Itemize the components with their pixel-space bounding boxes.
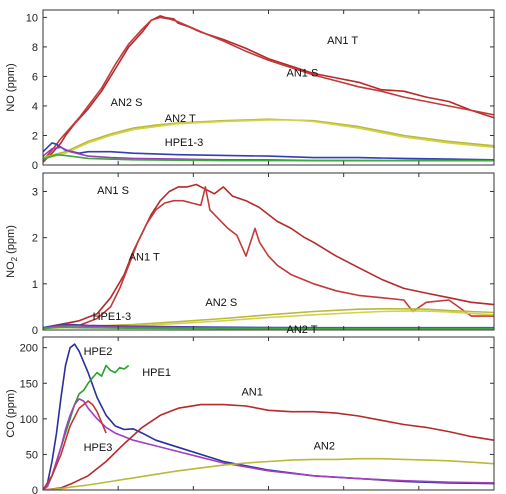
co-panel: 0 50 100 150 200 CO (ppm) HPE2 HPE1 AN1 HPE3 AN2 xyxy=(5,336,495,494)
no-annotation-an2-s: AN2 S xyxy=(111,97,143,109)
no2-annotation-an2-s: AN2 S xyxy=(205,297,237,309)
no-series-an1-s-line xyxy=(43,16,494,162)
co-series-unlabeled-3-line xyxy=(43,400,107,490)
no2-y-tick-label-3: 3 xyxy=(32,186,38,198)
no2-y-tick-label-1: 1 xyxy=(32,279,38,291)
no-y-tick-label-4: 8 xyxy=(32,42,38,54)
no2-y-tick-label-2: 2 xyxy=(32,233,38,245)
co-series-hpe1-line xyxy=(43,364,130,490)
no-y-axis-label: NO (ppm) xyxy=(5,63,17,111)
no-y-tick-label-2: 4 xyxy=(32,101,38,113)
co-series-hpe3-line xyxy=(43,398,494,490)
no2-y-axis-label: NO2 (ppm) xyxy=(5,225,19,278)
no2-series-an2-t-line xyxy=(43,310,494,329)
no-panel: 0 2 4 6 8 10 NO (ppm) AN1 T AN1 S AN2 S AN2 T HPE1-… xyxy=(5,9,495,172)
no-y-tick-label-5: 10 xyxy=(26,12,38,24)
co-series-group xyxy=(43,343,494,490)
no2-series-group xyxy=(43,183,494,330)
no2-annotation-hpe1-3: HPE1-3 xyxy=(93,311,132,323)
co-series-an2-line xyxy=(43,457,494,490)
co-plot-frame xyxy=(42,336,495,491)
no2-series-an2-s-line xyxy=(43,307,494,329)
no2-series-unlabeled-6-line xyxy=(43,326,494,330)
co-series-an1-line xyxy=(43,403,494,490)
no-series-an1-t-line xyxy=(43,15,494,163)
co-annotation-an1: AN1 xyxy=(241,386,262,398)
no-series-group xyxy=(43,15,494,163)
no2-annotation-an2-t: AN2 T xyxy=(287,324,318,336)
co-y-tick-label-3: 150 xyxy=(20,378,38,390)
co-annotation-hpe3: HPE3 xyxy=(84,442,113,454)
no-series-an2-t-line xyxy=(43,119,494,160)
no-series-unlabeled-6-line xyxy=(43,153,494,162)
co-y-tick-label-1: 50 xyxy=(26,449,38,461)
no2-series-an1-t-line xyxy=(43,186,494,329)
no-plot-frame xyxy=(42,9,495,166)
no-y-tick-label-3: 6 xyxy=(32,71,38,83)
no-annotation-an1-s: AN1 S xyxy=(287,67,319,79)
co-annotation-hpe2: HPE2 xyxy=(84,346,113,358)
no2-annotation-an1-t: AN1 T xyxy=(129,252,160,264)
co-annotation-an2: AN2 xyxy=(314,440,335,452)
co-y-tick-label-0: 0 xyxy=(32,485,38,494)
co-y-axis-label: CO (ppm) xyxy=(5,389,17,437)
co-y-tick-label-2: 100 xyxy=(20,414,38,426)
no2-panel: 0 1 2 3 NO2 (ppm) AN1 S AN1 T HPE1-3 AN2 S AN2 T xyxy=(5,172,495,337)
co-annotation-hpe1: HPE1 xyxy=(142,367,171,379)
no-annotation-an2-t: AN2 T xyxy=(165,113,196,125)
no2-annotation-an1-s: AN1 S xyxy=(97,185,129,197)
no-y-tick-label-1: 2 xyxy=(32,130,38,142)
no-annotation-an1-t: AN1 T xyxy=(327,35,358,47)
no2-y-tick-label-0: 0 xyxy=(32,325,38,337)
co-y-tick-label-4: 200 xyxy=(20,343,38,355)
co-series-hpe2-line xyxy=(43,343,494,490)
no-annotation-hpe1-3: HPE1-3 xyxy=(165,137,204,149)
no-y-tick-label-0: 0 xyxy=(32,160,38,172)
